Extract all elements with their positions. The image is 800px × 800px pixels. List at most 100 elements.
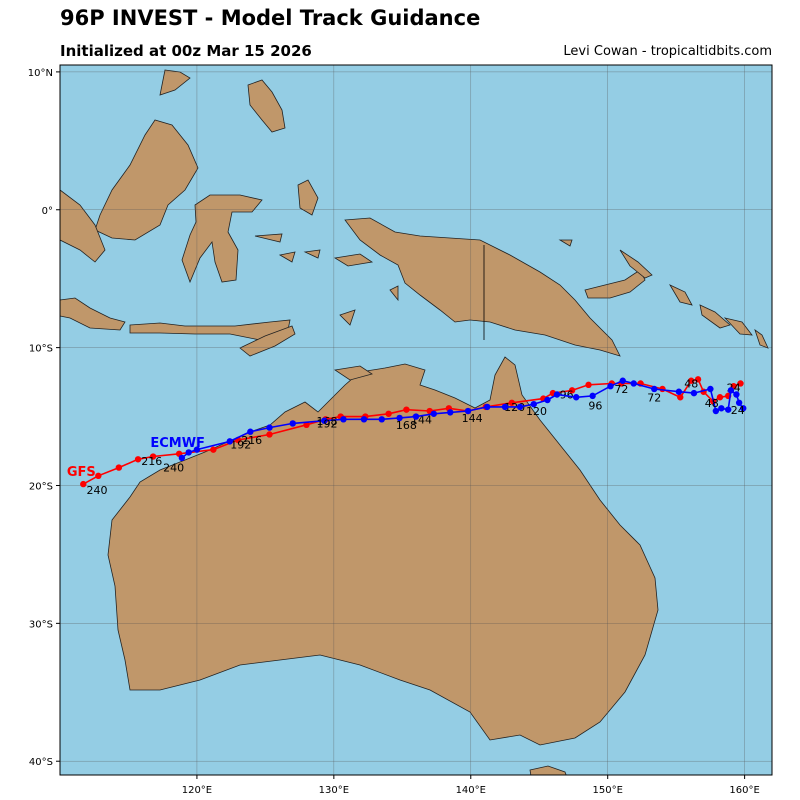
ecmwf-track-point — [447, 409, 454, 416]
ecmwf-track-point — [484, 403, 491, 411]
gfs-track-point — [266, 431, 273, 438]
halmahera-island — [297, 179, 319, 216]
lat-tick-label: 30°S — [29, 619, 53, 630]
gfs-hour-label: 216 — [141, 455, 162, 468]
small-islands — [254, 233, 573, 326]
australia-landmass — [107, 356, 659, 746]
ecmwf-hour-label: 24 — [731, 404, 745, 417]
ecmwf-hour-label: 96 — [588, 400, 602, 413]
ecmwf-track-point — [266, 424, 273, 431]
gfs-track-point — [134, 456, 142, 463]
ecmwf-track-point — [675, 388, 683, 395]
ecmwf-track-point — [464, 407, 472, 415]
ecmwf-track-point — [412, 413, 420, 420]
sulawesi-island — [181, 194, 263, 284]
model-tracks: 24487296120144168192216240GFS24487296120… — [67, 376, 747, 497]
gfs-track-point — [688, 377, 695, 384]
lat-tick-label: 0° — [42, 206, 53, 217]
ecmwf-hour-label: 144 — [462, 412, 483, 425]
map-frame — [59, 64, 773, 776]
ecmwf-track-point — [727, 387, 735, 394]
gfs-track-point — [568, 387, 576, 394]
ecmwf-track-point — [516, 403, 524, 411]
gfs-track-point — [385, 410, 392, 417]
bougainville-island — [669, 284, 693, 306]
ecmwf-track-point — [740, 405, 747, 412]
melville-island — [333, 365, 373, 381]
gfs-track-point — [149, 453, 157, 460]
ecmwf-track-point — [735, 399, 743, 406]
tasmania-island — [529, 765, 567, 775]
gfs-track-point — [303, 421, 310, 429]
gfs-hour-label: 48 — [684, 378, 698, 391]
ecmwf-track-point — [340, 416, 347, 423]
new-ireland-island — [619, 249, 653, 279]
ecmwf-track-point — [712, 407, 720, 415]
solomon-islands-south — [723, 317, 753, 336]
ecmwf-track-point — [378, 416, 385, 423]
gfs-hour-label: 240 — [86, 484, 107, 497]
gfs-track-point — [677, 394, 684, 401]
ecmwf-model-label: ECMWF — [150, 436, 205, 451]
gfs-track-point — [585, 381, 592, 389]
gfs-hour-label: 192 — [230, 438, 251, 451]
ecmwf-track-point — [718, 405, 725, 412]
lon-tick-label: 140°E — [456, 785, 486, 796]
gfs-track-point — [403, 406, 410, 413]
gfs-track-point — [737, 380, 744, 387]
grid-lines — [60, 65, 772, 775]
ecmwf-hour-label: 72 — [647, 391, 661, 404]
init-time-subtitle: Initialized at 00z Mar 15 2026 — [60, 42, 312, 60]
credit-text: Levi Cowan - tropicaltidbits.com — [563, 44, 772, 59]
ecmwf-track-point — [360, 416, 368, 423]
ecmwf-hour-label: 120 — [526, 405, 547, 418]
lat-tick-label: 20°S — [29, 481, 53, 492]
ecmwf-track-point — [724, 406, 732, 413]
ecmwf-track-point — [185, 449, 192, 456]
java-island — [60, 297, 126, 331]
new-guinea-island — [344, 217, 621, 357]
ecmwf-track-point — [690, 389, 698, 397]
ecmwf-hour-label: 216 — [241, 434, 262, 447]
axis-ticks: 120°E 130°E 140°E 150°E 160°E 10°N 0° 10°S 20°S 3… — [28, 68, 760, 796]
gfs-track-point — [508, 399, 516, 406]
seram-island — [333, 253, 374, 267]
new-britain-island — [584, 269, 646, 299]
lat-tick-label: 40°S — [29, 757, 53, 768]
ecmwf-track-point — [619, 377, 626, 384]
gfs-hour-label: 72 — [614, 383, 628, 396]
lat-tick-label: 10°N — [28, 68, 53, 79]
ecmwf-track-point — [289, 420, 296, 427]
ecmwf-track-point — [733, 391, 740, 398]
sumatra-island — [60, 189, 106, 263]
chart-title: 96P INVEST - Model Track Guidance — [60, 6, 481, 30]
ecmwf-track-point — [193, 446, 201, 453]
ecmwf-track-point — [573, 394, 580, 401]
philippines-islands — [247, 79, 286, 133]
ecmwf-track-point — [178, 454, 186, 462]
ecmwf-track-point — [544, 396, 551, 404]
solomon-islands — [699, 304, 731, 329]
ecmwf-hour-label: 168 — [396, 419, 417, 432]
gfs-track-point — [210, 446, 217, 453]
ecmwf-hour-label: 192 — [317, 418, 338, 431]
timor-island — [239, 325, 296, 357]
gfs-track-point — [115, 464, 123, 471]
ecmwf-track-point — [589, 392, 596, 400]
ecmwf-track-point — [430, 410, 437, 417]
gfs-track-point — [80, 480, 87, 488]
ecmwf-track-line — [181, 379, 744, 459]
gfs-track-point — [95, 472, 102, 480]
lat-tick-label: 10°S — [29, 344, 53, 355]
gfs-model-label: GFS — [67, 465, 96, 480]
ecmwf-track-point — [321, 417, 328, 424]
ecmwf-track-point — [530, 400, 537, 408]
ecmwf-hour-label: 240 — [163, 462, 184, 475]
ecmwf-track-point — [226, 438, 233, 445]
lon-tick-label: 150°E — [592, 785, 622, 796]
ecmwf-track-point — [607, 383, 614, 390]
ecmwf-hour-label: 48 — [705, 397, 719, 410]
vanuatu-islands — [754, 328, 769, 349]
lon-tick-label: 160°E — [729, 785, 759, 796]
